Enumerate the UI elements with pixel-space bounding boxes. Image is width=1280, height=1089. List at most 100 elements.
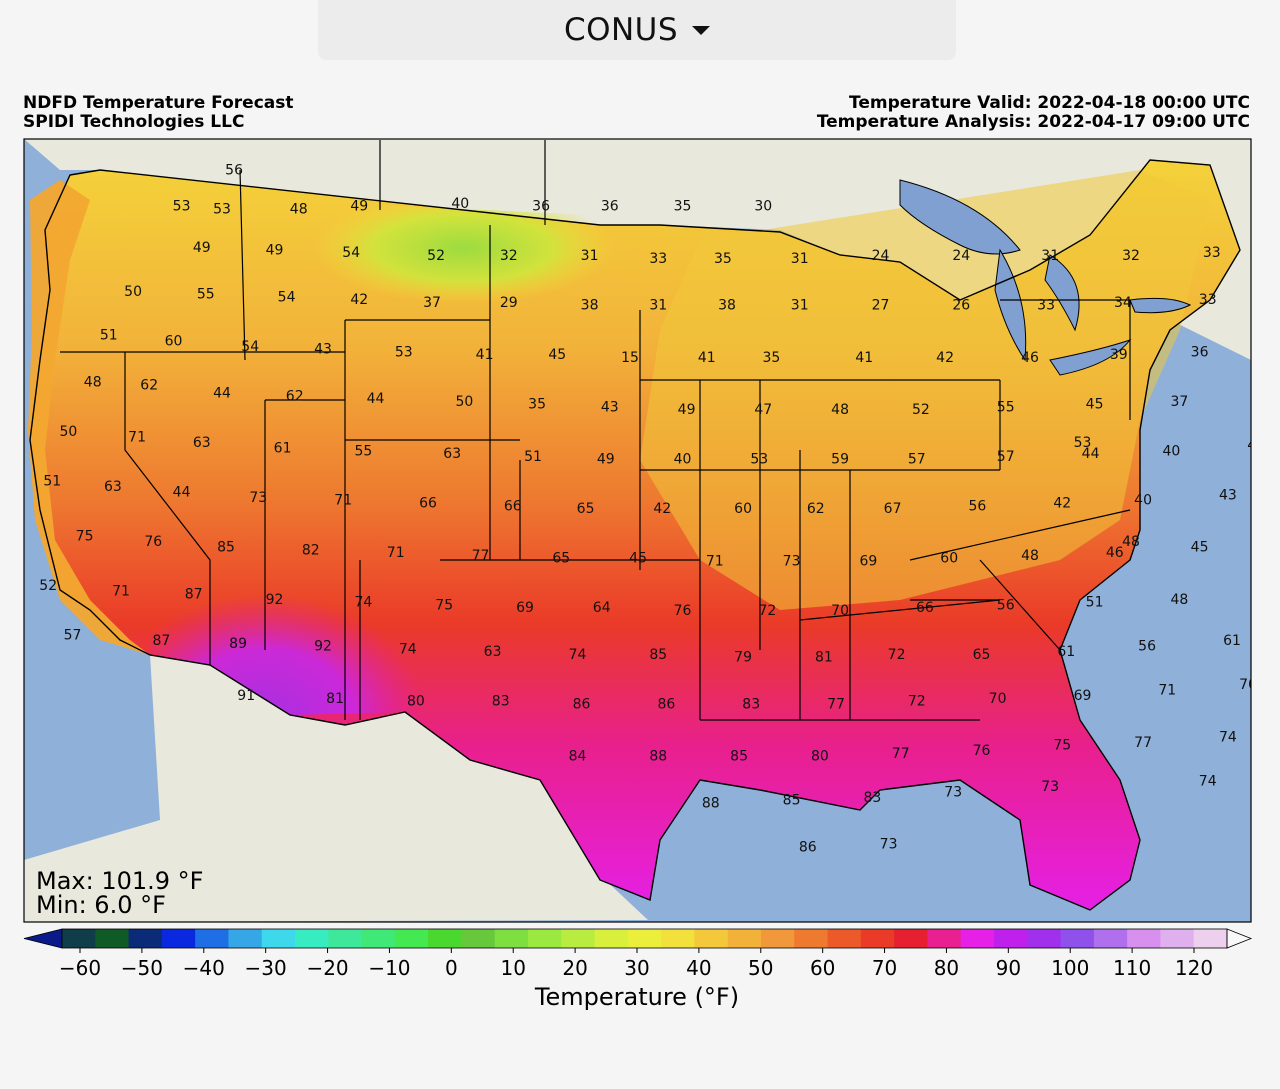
temperature-colorbar	[23, 928, 1253, 949]
station-temperature: 42	[350, 292, 368, 308]
colorbar-tick-label: −30	[245, 956, 287, 980]
station-temperature: 65	[973, 647, 991, 663]
station-temperature: 41	[476, 347, 494, 363]
state-border	[239, 169, 246, 361]
station-temperature: 71	[1158, 683, 1176, 699]
colorbar-segment	[694, 929, 729, 948]
station-temperature: 35	[762, 350, 780, 366]
station-temperature: 42	[936, 350, 954, 366]
station-temperature: 24	[872, 248, 890, 264]
station-temperature: 45	[1191, 540, 1209, 556]
station-temperature: 83	[742, 696, 760, 712]
station-temperature: 77	[1134, 735, 1152, 751]
station-temperature: 48	[290, 201, 308, 217]
station-temperature: 66	[916, 600, 934, 616]
station-temperature: 45	[1086, 397, 1104, 413]
max-min-stats: Max: 101.9 °F Min: 6.0 °F	[36, 869, 203, 917]
station-temperature: 33	[649, 251, 667, 267]
station-temperature: 63	[193, 435, 211, 451]
colorbar-segment	[1093, 929, 1128, 948]
colorbar-segment	[494, 929, 529, 948]
station-temperature: 51	[1251, 586, 1269, 602]
station-temperature: 89	[229, 636, 247, 652]
station-temperature: 81	[815, 650, 833, 666]
colorbar-tick-label: 80	[934, 956, 959, 980]
colorbar-tick-label: 10	[500, 956, 525, 980]
station-temperature: 86	[573, 696, 591, 712]
colorbar-segment	[328, 929, 363, 948]
station-temperature: 87	[152, 633, 170, 649]
station-temperature: 63	[104, 479, 122, 495]
station-temperature: 49	[597, 452, 615, 468]
station-temperature: 34	[1114, 295, 1132, 311]
station-temperature: 26	[952, 298, 970, 314]
region-dropdown[interactable]: CONUS	[318, 0, 956, 60]
station-temperature: 47	[754, 402, 772, 418]
station-temperature: 69	[516, 600, 534, 616]
station-temperature: 77	[827, 696, 845, 712]
station-temperature: 32	[500, 248, 518, 264]
station-temperature: 37	[423, 295, 441, 311]
station-temperature: 85	[217, 540, 235, 556]
colorbar-tick-label: −40	[183, 956, 225, 980]
station-temperature: 33	[1037, 298, 1055, 314]
station-temperature: 49	[350, 199, 368, 215]
colorbar-segment	[960, 929, 995, 948]
station-temperature: 62	[286, 388, 304, 404]
station-temperature: 35	[714, 251, 732, 267]
station-temperature: 33	[1199, 292, 1217, 308]
colorbar-ticks: −60 −50 −40 −30 −20 −10 0 10 20 30 40 50 60 70 80 90 100…	[59, 948, 1213, 980]
colorbar-segment	[394, 929, 429, 948]
station-temperature: 35	[674, 199, 692, 215]
colorbar-tick-label: 60	[810, 956, 835, 980]
station-temperature: 24	[952, 248, 970, 264]
station-temperature: 37	[1170, 394, 1188, 410]
station-temperature: 71	[334, 493, 352, 509]
station-temperature: 55	[197, 287, 215, 303]
station-temperature: 85	[649, 647, 667, 663]
station-temperature: 31	[649, 298, 667, 314]
station-temperature: 31	[1041, 248, 1059, 264]
caret-down-icon	[692, 25, 711, 35]
station-temperature: 80	[407, 694, 425, 710]
colorbar-tick-label: −50	[121, 956, 163, 980]
state-border	[909, 509, 1131, 561]
station-temperature: 43	[1219, 487, 1237, 503]
lake-michigan	[994, 248, 1027, 362]
colorbar-segment	[62, 929, 96, 948]
colorbar-tick-label: 50	[748, 956, 773, 980]
station-temperature: 39	[1110, 347, 1128, 363]
state-border	[799, 599, 1001, 621]
station-temperature: 76	[674, 603, 692, 619]
station-temperature: 44	[213, 386, 231, 402]
state-borders	[60, 140, 1131, 721]
station-temperature: 62	[807, 501, 825, 517]
station-temperature: 55	[997, 399, 1015, 415]
station-temperature: 51	[43, 474, 61, 490]
station-temperature: 70	[989, 691, 1007, 707]
colorbar-segment	[994, 929, 1028, 948]
station-temperature: 69	[1074, 688, 1092, 704]
colorbar-segment	[894, 929, 928, 948]
colorbar-tick-label: 70	[872, 956, 897, 980]
station-temperature: 86	[799, 839, 817, 855]
colorbar-tick-label: 120	[1175, 956, 1213, 980]
station-temperature: 71	[706, 553, 724, 569]
station-temperature: 61	[1223, 633, 1241, 649]
analysis-time: Temperature Analysis: 2022-04-17 09:00 U…	[816, 112, 1250, 132]
station-temperature: 74	[1199, 773, 1217, 789]
station-temperature: 45	[629, 551, 647, 567]
station-temperature: 83	[863, 790, 881, 806]
station-temperature: 48	[831, 402, 849, 418]
colorbar-max-arrow	[1226, 928, 1253, 949]
station-temperature: 45	[548, 347, 566, 363]
station-temperature: 54	[342, 245, 360, 261]
station-temperature: 72	[888, 647, 906, 663]
station-temperature: 62	[140, 377, 158, 393]
station-temperature: 61	[274, 441, 292, 457]
station-temperature: 44	[1082, 446, 1100, 462]
station-temperature: 55	[354, 443, 372, 459]
colorbar-segment	[1060, 929, 1095, 948]
station-temperature: 15	[621, 350, 639, 366]
colorbar-segment	[627, 929, 662, 948]
